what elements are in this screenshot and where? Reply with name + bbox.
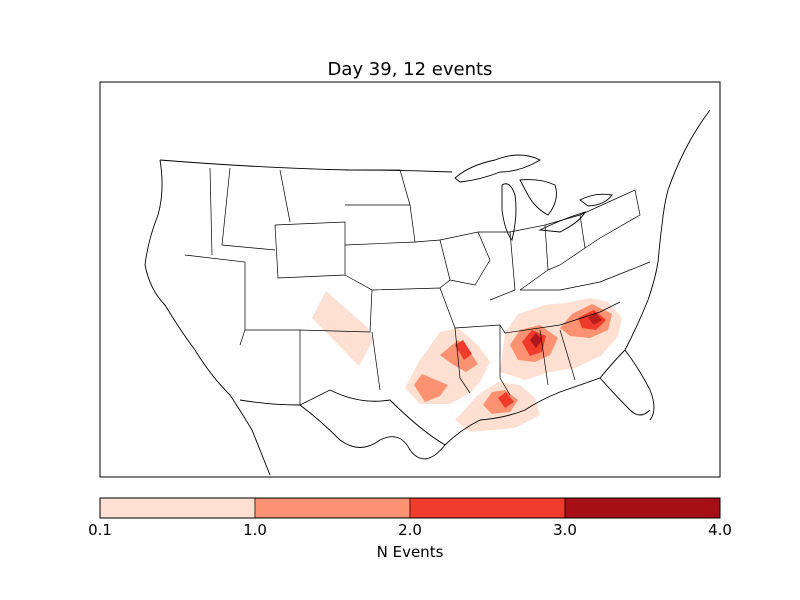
density-level-3-arkansas — [455, 340, 472, 360]
lake-erie — [538, 211, 586, 233]
map-panel — [99, 81, 721, 478]
lake-superior — [454, 154, 541, 183]
map-title: Day 39, 12 events — [328, 59, 493, 80]
density-level-2-texas — [414, 374, 448, 402]
colorbar-tick-label: 3.0 — [553, 521, 577, 539]
us-canada-border — [159, 159, 453, 173]
density-level-1-texas-arkansas — [405, 328, 490, 404]
colorbar-bin-2 — [254, 497, 411, 519]
density-level-4-mississippi — [530, 333, 542, 348]
colorbar-bin-1 — [99, 497, 256, 519]
colorbar-tick-label: 2.0 — [398, 521, 422, 539]
state-borders — [184, 167, 651, 406]
gulf-coast — [329, 377, 651, 446]
density-level-2-louisiana — [483, 390, 518, 414]
colorbar: 0.1 1.0 2.0 3.0 4.0 N Events — [88, 497, 732, 561]
west-coast — [144, 159, 271, 476]
lake-ontario — [579, 193, 613, 207]
colorbar-bin-3 — [409, 497, 566, 519]
event-density-fills — [312, 291, 622, 432]
colorbar-tick-label: 1.0 — [243, 521, 267, 539]
colorbar-tick-label: 4.0 — [708, 521, 732, 539]
colorbar-frame — [99, 497, 721, 519]
colorbar-tick-label: 0.1 — [88, 521, 112, 539]
colorbar-bins — [99, 497, 721, 519]
map-frame — [99, 81, 721, 478]
colorbar-bin-4 — [564, 497, 721, 519]
density-level-3-louisiana — [498, 392, 514, 408]
lake-huron — [519, 179, 557, 216]
east-coast — [624, 109, 711, 351]
density-level-1-texas-panhandle — [312, 291, 373, 366]
colorbar-ticks: 0.1 1.0 2.0 3.0 4.0 — [88, 521, 732, 539]
lake-michigan — [501, 183, 517, 241]
colorbar-label: N Events — [377, 543, 444, 561]
density-level-4-georgia — [588, 313, 602, 325]
florida-coast — [599, 349, 655, 421]
us-mexico-border — [239, 399, 446, 460]
density-level-2-arkansas — [440, 340, 478, 372]
map-boundaries — [144, 109, 711, 476]
